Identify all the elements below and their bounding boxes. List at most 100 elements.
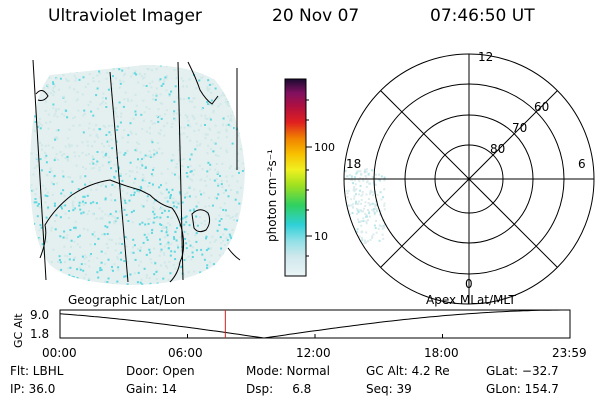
emission-pixel: [216, 70, 219, 73]
emission-pixel: [107, 258, 110, 261]
emission-pixel: [66, 158, 69, 161]
emission-pixel: [97, 276, 100, 279]
emission-pixel: [123, 74, 125, 77]
polar-emission-pixel: [354, 189, 357, 191]
emission-pixel: [83, 112, 86, 115]
emission-pixel: [212, 109, 215, 112]
time-label: 07:46:50 UT: [430, 6, 535, 26]
emission-pixel: [239, 236, 242, 239]
emission-pixel: [179, 224, 182, 227]
emission-pixel: [90, 253, 92, 255]
emission-pixel: [74, 77, 77, 80]
emission-pixel: [213, 240, 216, 243]
emission-pixel: [107, 277, 110, 280]
emission-pixel: [33, 115, 36, 118]
emission-pixel: [195, 87, 198, 90]
emission-pixel: [212, 204, 214, 207]
emission-pixel: [121, 189, 124, 192]
polar-emission-pixel: [352, 189, 355, 191]
emission-pixel: [66, 137, 69, 140]
emission-pixel: [207, 267, 210, 270]
emission-pixel: [185, 215, 188, 218]
polar-emission-pixel: [364, 201, 367, 204]
emission-pixel: [207, 79, 210, 82]
emission-pixel: [169, 224, 171, 227]
emission-pixel: [69, 287, 71, 289]
emission-pixel: [189, 209, 192, 212]
polar-emission-pixel: [356, 228, 359, 231]
emission-pixel: [137, 158, 139, 161]
emission-pixel: [54, 138, 57, 141]
emission-pixel: [226, 289, 228, 291]
emission-pixel: [102, 92, 105, 95]
emission-pixel: [73, 226, 75, 229]
emission-pixel: [214, 196, 217, 199]
emission-pixel: [153, 213, 156, 216]
emission-pixel: [158, 79, 161, 82]
emission-pixel: [82, 269, 85, 272]
emission-pixel: [132, 251, 135, 254]
emission-pixel: [135, 133, 138, 136]
emission-pixel: [59, 235, 62, 238]
emission-pixel: [175, 201, 178, 204]
emission-pixel: [73, 88, 76, 91]
emission-pixel: [189, 178, 192, 181]
polar-emission-pixel: [350, 175, 353, 178]
emission-pixel: [99, 128, 102, 131]
polar-emission-pixel: [364, 204, 367, 207]
emission-pixel: [201, 71, 204, 74]
emission-pixel: [120, 65, 123, 68]
emission-pixel: [206, 87, 209, 90]
emission-pixel: [44, 156, 47, 159]
emission-pixel: [71, 275, 74, 278]
emission-pixel: [30, 275, 32, 278]
emission-pixel: [54, 220, 56, 223]
emission-pixel: [183, 230, 186, 233]
emission-pixel: [64, 254, 67, 257]
emission-pixel: [142, 84, 145, 87]
polar-emission-pixel: [365, 222, 368, 225]
xtick-0000: 00:00: [42, 346, 77, 360]
emission-pixel: [208, 83, 211, 86]
emission-pixel: [187, 286, 189, 288]
emission-pixel: [145, 236, 148, 239]
emission-pixel: [50, 261, 53, 264]
emission-pixel: [158, 186, 161, 189]
emission-pixel: [247, 195, 249, 197]
emission-pixel: [84, 263, 87, 265]
emission-pixel: [129, 273, 132, 276]
emission-pixel: [140, 204, 143, 207]
emission-pixel: [101, 164, 104, 167]
polar-emission-pixel: [363, 241, 366, 244]
coastlines: [35, 61, 241, 283]
emission-pixel: [249, 151, 251, 153]
emission-pixel: [112, 107, 115, 110]
polar-emission-pixel: [355, 200, 358, 203]
emission-pixel: [212, 71, 214, 74]
emission-pixel: [134, 110, 137, 113]
emission-pixel: [101, 216, 104, 219]
emission-pixel: [122, 105, 125, 108]
emission-pixel: [30, 152, 31, 154]
polar-emission-pixel: [360, 220, 363, 223]
polar-emission-pixel: [383, 226, 386, 229]
emission-pixel: [35, 265, 38, 268]
emission-pixel: [152, 166, 155, 169]
emission-pixel: [152, 168, 155, 171]
emission-pixel: [165, 231, 168, 234]
polar-emission-pixel: [373, 192, 376, 194]
emission-pixel: [62, 236, 65, 239]
emission-pixel: [119, 121, 122, 124]
emission-pixel: [67, 267, 70, 270]
emission-pixel: [184, 196, 186, 199]
polar-emission-pixel: [351, 212, 354, 214]
emission-pixel: [76, 243, 79, 246]
polar-emission-pixel: [353, 242, 356, 245]
polar-emission-pixel: [371, 202, 374, 205]
emission-pixel: [152, 98, 155, 101]
polar-emission-pixel: [369, 203, 372, 206]
emission-pixel: [68, 253, 71, 255]
emission-pixel: [239, 78, 242, 81]
emission-pixel: [81, 141, 84, 144]
